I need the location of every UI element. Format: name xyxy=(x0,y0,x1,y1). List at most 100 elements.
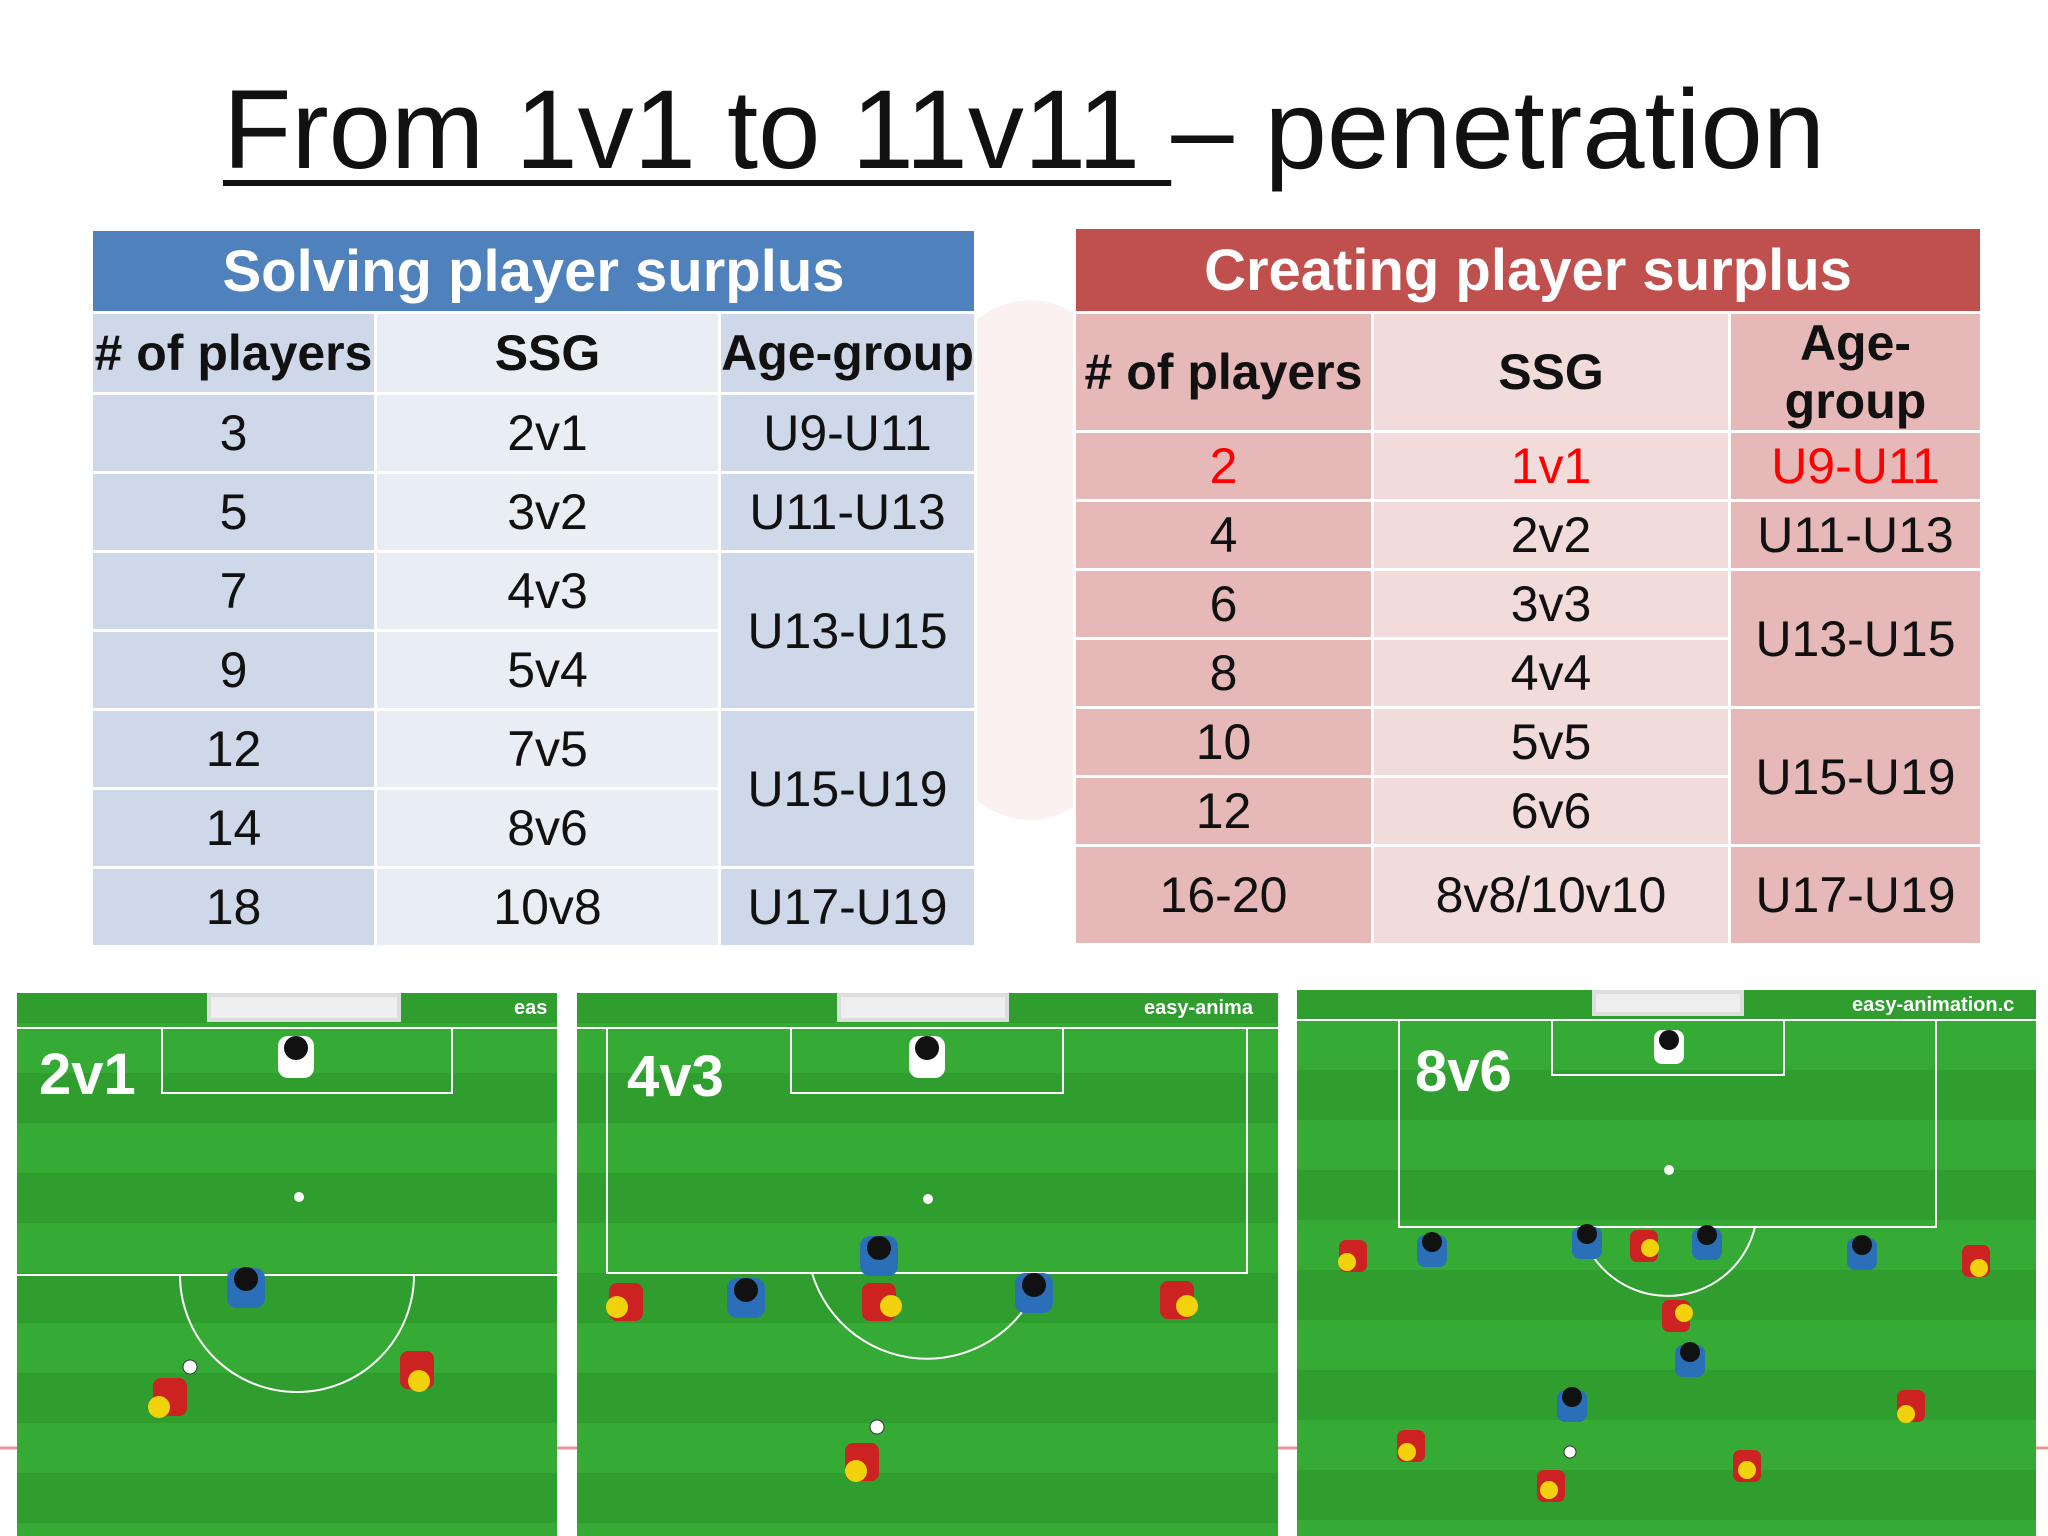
age-group-cell: U17-U19 xyxy=(717,866,978,948)
column-header-ssg: SSG xyxy=(1371,311,1731,433)
attacker-red xyxy=(1662,1300,1693,1332)
table-row: 3 2v1 U9-U11 xyxy=(90,392,978,474)
ssg-cell: 5v4 xyxy=(374,629,721,711)
ssg-cell: 3v2 xyxy=(374,471,721,553)
attacker-red xyxy=(1160,1281,1198,1319)
goalkeeper xyxy=(1654,1030,1684,1064)
watermark: easy-anima xyxy=(1144,997,1253,1019)
table-row: 7 4v3 U13-U15 xyxy=(90,550,978,711)
players-cell: 14 xyxy=(90,787,377,869)
table-row: 12 6v6 xyxy=(1073,775,1982,847)
solving-surplus-table: Solving player surplus # of players SSG … xyxy=(89,228,978,948)
table-row: 4 2v2 U11-U13 xyxy=(1073,499,1983,571)
players-cell: 3 xyxy=(90,392,377,474)
players-cell: 9 xyxy=(90,629,377,711)
defender-blue xyxy=(1572,1224,1602,1259)
ssg-cell: 6v6 xyxy=(1371,775,1731,847)
defender-blue xyxy=(1847,1235,1877,1270)
goalkeeper xyxy=(278,1036,314,1078)
ball-icon xyxy=(869,1419,885,1435)
pitch-panel-8v6: 8v6 easy-animation.c xyxy=(1297,990,2036,1536)
goalkeeper xyxy=(909,1036,945,1078)
attacker-red xyxy=(148,1378,187,1418)
attacker-red xyxy=(1338,1240,1367,1272)
defender-blue xyxy=(1015,1273,1053,1313)
column-header-ssg: SSG xyxy=(374,311,721,395)
ssg-cell: 4v3 xyxy=(374,550,721,632)
defender-blue xyxy=(227,1267,265,1308)
table-row: 6 3v3 U13-U15 xyxy=(1073,568,1983,709)
players-cell: 7 xyxy=(90,550,377,632)
defender-blue xyxy=(1557,1387,1587,1422)
age-group-cell: U11-U13 xyxy=(1728,499,1983,571)
ssg-cell: 3v3 xyxy=(1371,568,1731,640)
attacker-red xyxy=(845,1443,879,1482)
column-header-age-group: Age-group xyxy=(1728,311,1983,433)
pitch-diagram xyxy=(577,993,1278,1536)
column-header-age-group: Age-group xyxy=(717,311,978,395)
ssg-cell: 1v1 xyxy=(1371,430,1731,502)
ball-icon xyxy=(1563,1445,1577,1459)
ssg-cell: 7v5 xyxy=(374,708,721,790)
table-row: 12 7v5 U15-U19 xyxy=(90,708,978,869)
attacker-red xyxy=(862,1283,902,1321)
pitch-panel-2v1: 2v1 eas xyxy=(17,993,557,1536)
attacker-red xyxy=(1897,1390,1925,1423)
pitch-diagram xyxy=(1297,990,2036,1536)
players-cell: 5 xyxy=(90,471,377,553)
age-group-cell: U13-U15 xyxy=(1728,568,1983,709)
ssg-cell: 8v8/10v10 xyxy=(1371,844,1731,946)
players-cell: 8 xyxy=(1073,637,1374,709)
age-group-cell: U15-U19 xyxy=(1728,706,1983,847)
pitch-diagram xyxy=(17,993,557,1536)
defender-blue xyxy=(1417,1232,1447,1267)
column-header-players: # of players xyxy=(1073,311,1374,433)
ssg-cell: 2v2 xyxy=(1371,499,1731,571)
age-group-cell: U17-U19 xyxy=(1728,844,1983,946)
attacker-red xyxy=(1733,1450,1761,1482)
players-cell: 12 xyxy=(1073,775,1374,847)
ssg-cell: 5v5 xyxy=(1371,706,1731,778)
ssg-cell: 8v6 xyxy=(374,787,721,869)
table-row-highlighted: 2 1v1 U9-U11 xyxy=(1073,430,1983,502)
defender-blue xyxy=(1675,1342,1705,1377)
players-cell: 12 xyxy=(90,708,377,790)
panel-label: 4v3 xyxy=(627,1044,724,1109)
ssg-cell: 4v4 xyxy=(1371,637,1731,709)
age-group-cell: U9-U11 xyxy=(717,392,978,474)
attacker-red xyxy=(1630,1230,1659,1262)
watermark: easy-animation.c xyxy=(1852,994,2015,1016)
attacker-red xyxy=(1962,1245,1990,1277)
defender-blue xyxy=(727,1278,765,1318)
table-title: Creating player surplus xyxy=(1073,226,1983,314)
table-row: 5 3v2 U11-U13 xyxy=(90,471,978,553)
ball-icon xyxy=(182,1359,198,1375)
watermark: eas xyxy=(514,997,548,1019)
attacker-red xyxy=(1537,1470,1565,1502)
players-cell: 2 xyxy=(1073,430,1374,502)
table-row: 10 5v5 U15-U19 xyxy=(1073,706,1983,847)
creating-surplus-table: Creating player surplus # of players SSG… xyxy=(1073,226,1983,946)
table-row: 9 5v4 xyxy=(90,629,976,711)
table-row: 14 8v6 xyxy=(90,787,976,869)
defender-blue xyxy=(860,1236,898,1276)
attacker-red xyxy=(606,1283,643,1321)
age-group-cell: U13-U15 xyxy=(717,550,978,711)
slide-title: From 1v1 to 11v11 – penetration xyxy=(222,67,1826,192)
age-group-cell: U15-U19 xyxy=(717,708,978,869)
panel-label: 8v6 xyxy=(1415,1039,1512,1104)
table-title: Solving player surplus xyxy=(89,228,978,314)
players-cell: 6 xyxy=(1073,568,1374,640)
players-cell: 18 xyxy=(90,866,377,948)
table-row: 16-20 8v8/10v10 U17-U19 xyxy=(1073,844,1983,946)
attacker-red xyxy=(400,1351,434,1392)
table-row: 8 4v4 xyxy=(1073,637,1982,709)
table-row: 18 10v8 U17-U19 xyxy=(90,866,978,948)
pitch-panel-4v3: 4v3 easy-anima xyxy=(577,993,1278,1536)
ssg-cell: 2v1 xyxy=(374,392,721,474)
age-group-cell: U11-U13 xyxy=(717,471,978,553)
defender-blue xyxy=(1692,1225,1722,1260)
players-cell: 10 xyxy=(1073,706,1374,778)
attacker-red xyxy=(1397,1430,1425,1462)
column-header-players: # of players xyxy=(90,311,377,395)
